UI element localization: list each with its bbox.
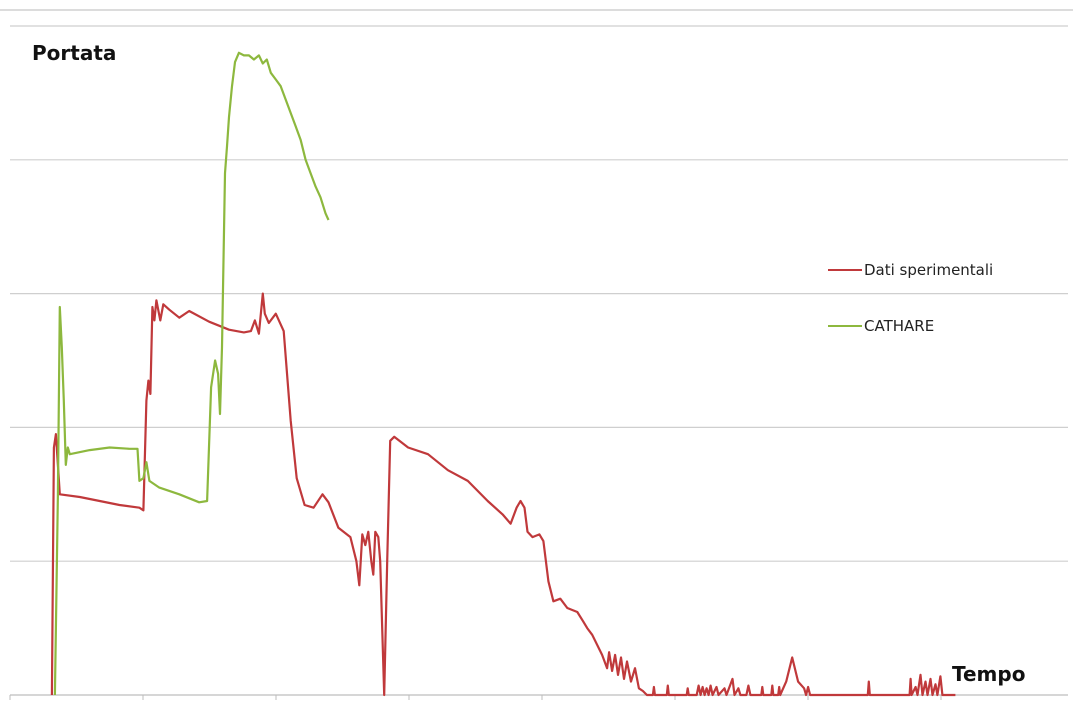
series-line-cathare bbox=[53, 51, 330, 696]
series-line-dati-sperimentali bbox=[50, 292, 956, 697]
legend-item-cathare: CATHARE bbox=[828, 317, 934, 335]
x-axis-label: Tempo bbox=[952, 662, 1025, 686]
gridlines bbox=[10, 25, 1068, 562]
y-axis-label: Portata bbox=[32, 41, 116, 65]
legend-label-dati-sperimentali: Dati sperimentali bbox=[864, 261, 993, 279]
legend: Dati sperimentali CATHARE bbox=[828, 261, 993, 335]
x-axis-ticks bbox=[9, 695, 942, 700]
legend-item-dati-sperimentali: Dati sperimentali bbox=[828, 261, 993, 279]
series-layer bbox=[50, 51, 956, 697]
legend-label-cathare: CATHARE bbox=[864, 317, 934, 335]
